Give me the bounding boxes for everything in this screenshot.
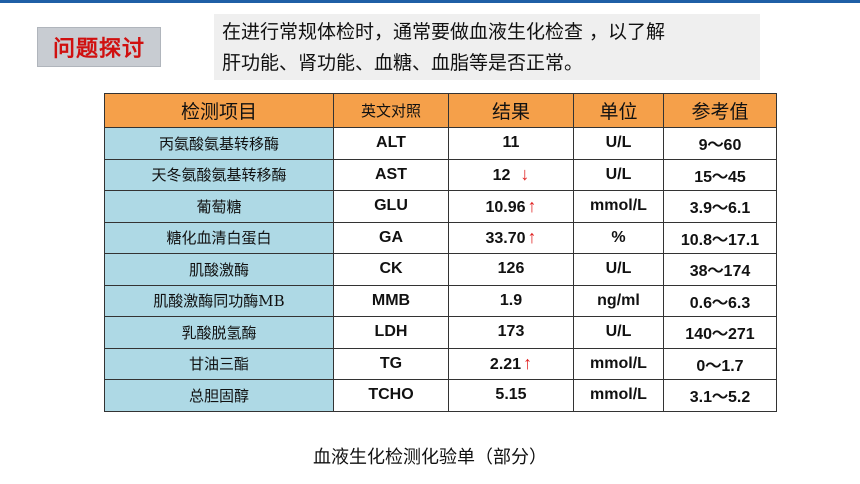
code-cell: MMB bbox=[333, 284, 449, 317]
result-cell: 173 bbox=[448, 316, 574, 349]
result-value: 173 bbox=[497, 323, 525, 341]
result-cell: 33.70 ↑ bbox=[448, 221, 574, 254]
result-value: 11 bbox=[502, 134, 520, 152]
test-name-cell: 肌酸激酶 bbox=[104, 253, 334, 286]
result-cell: 11 bbox=[448, 127, 574, 160]
test-name-cell: 甘油三酯 bbox=[104, 347, 334, 380]
table-row: 丙氨酸氨基转移酶 ALT 11 U/L 9～60 bbox=[104, 127, 777, 160]
arrow-up-icon: ↑ bbox=[523, 353, 533, 374]
reference-cell: 15～45 bbox=[663, 158, 777, 191]
unit-cell: mmol/L bbox=[573, 347, 664, 380]
intro-text-box: 在进行常规体检时，通常要做血液生化检查 ，以了解 肝功能、肾功能、血糖、血脂等是… bbox=[214, 14, 760, 80]
code-cell: ALT bbox=[333, 127, 449, 160]
table-row: 乳酸脱氢酶 LDH 173 U/L 140～271 bbox=[104, 316, 777, 349]
reference-cell: 140～271 bbox=[663, 316, 777, 349]
table-caption: 血液生化检测化验单（部分） bbox=[313, 447, 547, 468]
unit-cell: U/L bbox=[573, 158, 664, 191]
intro-line-1: 在进行常规体检时，通常要做血液生化检查 ，以了解 bbox=[222, 21, 666, 43]
code-cell: TG bbox=[333, 347, 449, 380]
reference-cell: 0.6～6.3 bbox=[663, 284, 777, 317]
reference-cell: 10.8～17.1 bbox=[663, 221, 777, 254]
unit-cell: U/L bbox=[573, 253, 664, 286]
code-cell: GLU bbox=[333, 190, 449, 223]
unit-cell: ng/ml bbox=[573, 284, 664, 317]
header-result: 结果 bbox=[448, 93, 574, 128]
unit-cell: U/L bbox=[573, 127, 664, 160]
table-row: 肌酸激酶 CK 126 U/L 38～174 bbox=[104, 253, 777, 286]
unit-cell: % bbox=[573, 221, 664, 254]
test-name-cell: 糖化血清白蛋白 bbox=[104, 221, 334, 254]
code-cell: TCHO bbox=[333, 379, 449, 412]
top-rule bbox=[0, 0, 860, 3]
result-value: 1.9 bbox=[499, 291, 523, 309]
test-name-cell: 天冬氨酸氨基转移酶 bbox=[104, 158, 334, 191]
arrow-up-icon: ↑ bbox=[527, 227, 537, 248]
arrow-down-icon: ↓ bbox=[520, 164, 530, 185]
table-row: 糖化血清白蛋白 GA 33.70 ↑% 10.8～17.1 bbox=[104, 221, 777, 254]
test-name-cell: 总胆固醇 bbox=[104, 379, 334, 412]
test-name-cell: 丙氨酸氨基转移酶 bbox=[104, 127, 334, 160]
result-value: 10.96 bbox=[485, 198, 526, 216]
test-name-cell: 肌酸激酶同功酶MB bbox=[104, 284, 334, 317]
reference-cell: 0～1.7 bbox=[663, 347, 777, 380]
result-cell: 10.96 ↑ bbox=[448, 190, 574, 223]
code-cell: AST bbox=[333, 158, 449, 191]
result-value: 2.21 bbox=[489, 356, 522, 374]
header-unit: 单位 bbox=[573, 93, 664, 128]
reference-cell: 3.1～5.2 bbox=[663, 379, 777, 412]
table-row: 天冬氨酸氨基转移酶 AST 12 ↓ U/L 15～45 bbox=[104, 158, 777, 191]
table-row: 肌酸激酶同功酶MB MMB 1.9 ng/ml 0.6～6.3 bbox=[104, 284, 777, 317]
reference-cell: 38～174 bbox=[663, 253, 777, 286]
table-row: 总胆固醇 TCHO 5.15 mmol/L 3.1～5.2 bbox=[104, 379, 777, 412]
reference-cell: 9～60 bbox=[663, 127, 777, 160]
header-reference: 参考值 bbox=[663, 93, 777, 128]
result-cell: 5.15 bbox=[448, 379, 574, 412]
unit-cell: U/L bbox=[573, 316, 664, 349]
result-cell: 1.9 bbox=[448, 284, 574, 317]
result-value: 33.70 bbox=[485, 230, 526, 248]
table-row: 甘油三酯 TG 2.21 ↑ mmol/L 0～1.7 bbox=[104, 347, 777, 380]
test-name-cell: 葡萄糖 bbox=[104, 190, 334, 223]
intro-line-2: 肝功能、肾功能、血糖、血脂等是否正常。 bbox=[222, 52, 584, 74]
result-value: 126 bbox=[497, 260, 525, 278]
table-row: 葡萄糖 GLU 10.96 ↑ mmol/L 3.9～6.1 bbox=[104, 190, 777, 223]
arrow-up-icon: ↑ bbox=[527, 195, 537, 216]
code-cell: GA bbox=[333, 221, 449, 254]
code-cell: LDH bbox=[333, 316, 449, 349]
header-english: 英文对照 bbox=[333, 93, 449, 128]
unit-cell: mmol/L bbox=[573, 190, 664, 223]
topic-badge: 问题探讨 bbox=[37, 27, 161, 67]
reference-cell: 3.9～6.1 bbox=[663, 190, 777, 223]
lab-results-table: 检测项目 英文对照 结果 单位 参考值 丙氨酸氨基转移酶 ALT 11 U/L 9～60… bbox=[104, 93, 777, 412]
table-header-row: 检测项目 英文对照 结果 单位 参考值 bbox=[104, 93, 777, 128]
result-cell: 2.21 ↑ bbox=[448, 347, 574, 380]
result-value: 5.15 bbox=[495, 386, 527, 404]
result-value: 12 bbox=[492, 167, 511, 185]
header-item: 检测项目 bbox=[104, 93, 334, 128]
unit-cell: mmol/L bbox=[573, 379, 664, 412]
test-name-cell: 乳酸脱氢酶 bbox=[104, 316, 334, 349]
result-cell: 126 bbox=[448, 253, 574, 286]
result-cell: 12 ↓ bbox=[448, 158, 574, 191]
code-cell: CK bbox=[333, 253, 449, 286]
